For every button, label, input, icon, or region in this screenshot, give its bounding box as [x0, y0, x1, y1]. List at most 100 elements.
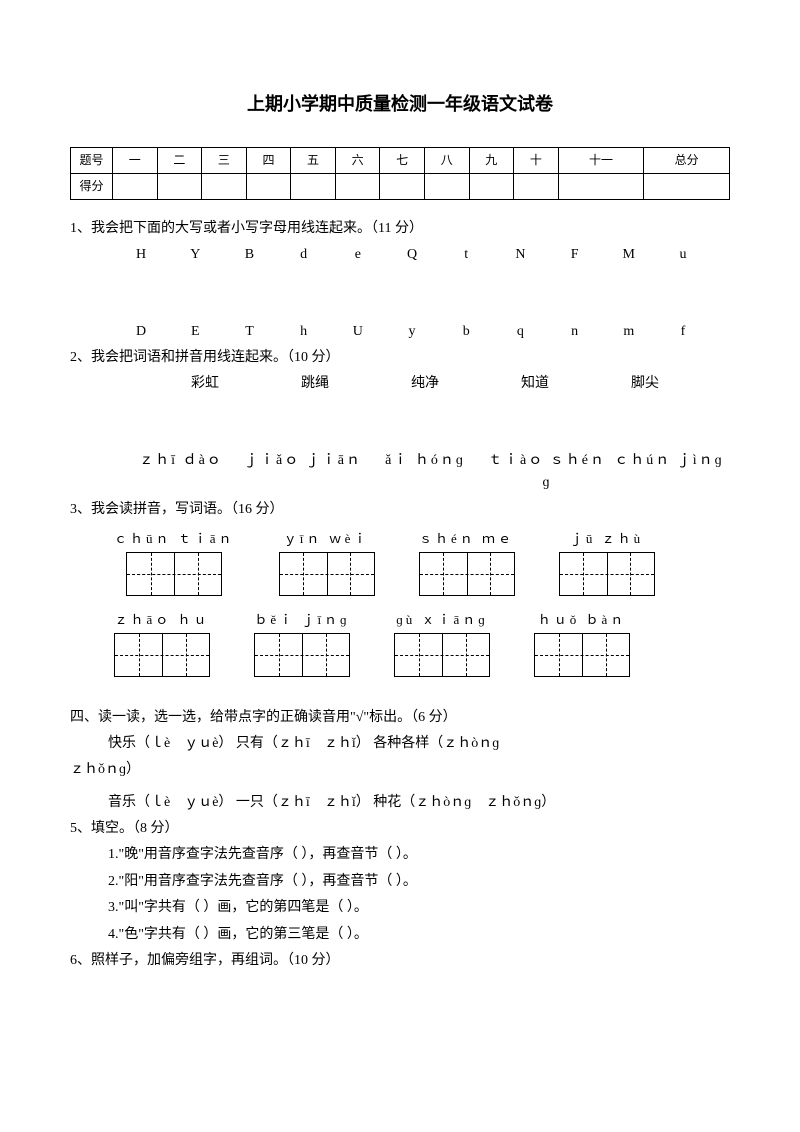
box-label: ｃｈūｎ ｔｉāｎ	[114, 529, 235, 550]
letter: f	[656, 321, 710, 343]
pinyin-box: ｙīｎ ｗèｉ	[279, 529, 375, 596]
q5-item: 2."阳"用音序查字法先查音序（ ），再查音节（ ）。	[70, 871, 730, 893]
score-cell	[335, 173, 380, 199]
q2-prompt: 2、我会把词语和拼音用线连起来。（10 分）	[70, 347, 730, 369]
letter: Y	[168, 244, 222, 266]
score-cell	[514, 173, 559, 199]
q5-item: 3."叫"字共有（ ）画，它的第四笔是（ ）。	[70, 897, 730, 919]
letter: T	[222, 321, 276, 343]
letter: M	[602, 244, 656, 266]
score-table: 题号 一 二 三 四 五 六 七 八 九 十 十一 总分 得分	[70, 147, 730, 200]
pinyin-box: ｂěｉ ｊīｎɡ	[254, 610, 350, 677]
pinyin: ｊｉǎｏ ｊｉāｎ	[242, 450, 364, 495]
q4-line1b: ｚｈǒｎɡ）	[70, 759, 730, 781]
tianzige	[419, 552, 515, 596]
word: 知道	[480, 373, 590, 395]
header-cell: 六	[335, 147, 380, 173]
letter: b	[439, 321, 493, 343]
header-cell: 总分	[644, 147, 730, 173]
letter: B	[222, 244, 276, 266]
q6-prompt: 6、照样子，加偏旁组字，再组词。（10 分）	[70, 950, 730, 972]
box-label: ｂěｉ ｊīｎɡ	[254, 610, 349, 631]
letter: Q	[385, 244, 439, 266]
tianzige	[254, 633, 350, 677]
q4-prompt: 四、读一读，选一选，给带点字的正确读音用"√"标出。（6 分）	[70, 707, 730, 729]
header-cell: 十一	[558, 147, 644, 173]
pinyin: ｔｉàｏ ｓｈéｎɡ	[486, 450, 608, 495]
score-cell	[202, 173, 247, 199]
word: 纯净	[370, 373, 480, 395]
letter: e	[331, 244, 385, 266]
word: 脚尖	[590, 373, 700, 395]
score-cell	[157, 173, 202, 199]
q3-boxes-1: ｃｈūｎ ｔｉāｎ ｙīｎ ｗèｉ ｓｈéｎ ｍｅ ｊū ｚｈù	[70, 529, 730, 596]
pinyin-box: ｈｕǒ ｂàｎ	[534, 610, 630, 677]
header-cell: 七	[380, 147, 425, 173]
q1-row2: D E T h U y b q n m f	[70, 317, 730, 343]
tianzige	[394, 633, 490, 677]
score-cell	[424, 173, 469, 199]
score-cell	[644, 173, 730, 199]
score-cell	[246, 173, 291, 199]
q4-line2: 音乐（ｌè ｙｕè） 一只（ｚｈī ｚｈǐ） 种花（ｚｈòｎɡ ｚｈǒｎɡ）	[70, 792, 730, 814]
letter: h	[277, 321, 331, 343]
q2-pinyin: ｚｈī ｄàｏ ｊｉǎｏ ｊｉāｎ ǎｉ ｈóｎɡ ｔｉàｏ ｓｈéｎɡ ｃｈú…	[70, 446, 730, 495]
word: 彩虹	[150, 373, 260, 395]
page-title: 上期小学期中质量检测一年级语文试卷	[70, 90, 730, 119]
header-cell: 三	[202, 147, 247, 173]
pinyin-box: ɡù ｘｉāｎɡ	[394, 610, 490, 677]
pinyin-box: ｊū ｚｈù	[559, 529, 655, 596]
q1-prompt: 1、我会把下面的大写或者小写字母用线连起来。（11 分）	[70, 218, 730, 240]
header-cell: 四	[246, 147, 291, 173]
letter: u	[656, 244, 710, 266]
letter: U	[331, 321, 385, 343]
q5-item: 1."晚"用音序查字法先查音序（ ），再查音节（ ）。	[70, 844, 730, 866]
row-label: 得分	[71, 173, 113, 199]
pinyin-box: ｚｈāｏ ｈｕ	[114, 610, 210, 677]
header-cell: 八	[424, 147, 469, 173]
letter: t	[439, 244, 493, 266]
score-cell	[380, 173, 425, 199]
box-label: ｓｈéｎ ｍｅ	[419, 529, 514, 550]
box-label: ｊū ｚｈù	[570, 529, 643, 550]
tianzige	[126, 552, 222, 596]
table-row: 得分	[71, 173, 730, 199]
row-label: 题号	[71, 147, 113, 173]
box-label: ɡù ｘｉāｎɡ	[396, 610, 488, 631]
q1-row1: H Y B d e Q t N F M u	[70, 240, 730, 266]
score-cell	[291, 173, 336, 199]
score-cell	[558, 173, 644, 199]
letter: n	[548, 321, 602, 343]
letter: D	[114, 321, 168, 343]
pinyin: ｃｈúｎ ｊìｎɡ	[608, 450, 730, 495]
header-cell: 一	[113, 147, 158, 173]
box-label: ｈｕǒ ｂàｎ	[538, 610, 627, 631]
word: 跳绳	[260, 373, 370, 395]
header-cell: 二	[157, 147, 202, 173]
header-cell: 十	[514, 147, 559, 173]
tianzige	[279, 552, 375, 596]
letter: d	[277, 244, 331, 266]
q3-boxes-2: ｚｈāｏ ｈｕ ｂěｉ ｊīｎɡ ɡù ｘｉāｎɡ ｈｕǒ ｂàｎ	[70, 610, 730, 677]
header-cell: 五	[291, 147, 336, 173]
pinyin: ｚｈī ｄàｏ	[120, 450, 242, 495]
letter: F	[548, 244, 602, 266]
q3-prompt: 3、我会读拼音，写词语。（16 分）	[70, 499, 730, 521]
table-row: 题号 一 二 三 四 五 六 七 八 九 十 十一 总分	[71, 147, 730, 173]
pinyin: ǎｉ ｈóｎɡ	[364, 450, 486, 495]
q5-item: 4."色"字共有（ ）画，它的第三笔是（ ）。	[70, 924, 730, 946]
pinyin-box: ｃｈūｎ ｔｉāｎ	[114, 529, 235, 596]
header-cell: 九	[469, 147, 514, 173]
letter: y	[385, 321, 439, 343]
tianzige	[559, 552, 655, 596]
score-cell	[469, 173, 514, 199]
q5-prompt: 5、填空。（8 分）	[70, 818, 730, 840]
letter: q	[493, 321, 547, 343]
letter: H	[114, 244, 168, 266]
letter: E	[168, 321, 222, 343]
pinyin-box: ｓｈéｎ ｍｅ	[419, 529, 515, 596]
box-label: ｙīｎ ｗèｉ	[284, 529, 370, 550]
tianzige	[114, 633, 210, 677]
q2-words: 彩虹 跳绳 纯净 知道 脚尖	[70, 369, 730, 395]
score-cell	[113, 173, 158, 199]
